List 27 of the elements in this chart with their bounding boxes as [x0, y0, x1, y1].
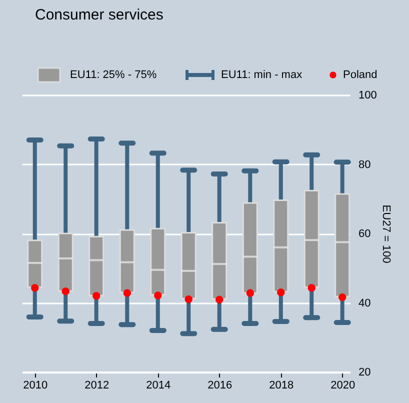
point	[246, 289, 254, 297]
x-tick-label: 2016	[208, 380, 232, 392]
point	[277, 288, 285, 296]
point	[338, 293, 346, 302]
y-tick-label: 20	[358, 366, 371, 378]
x-tick-label: 2014	[146, 380, 171, 392]
text: EU11: min - max	[221, 69, 303, 81]
legend-label: Poland	[343, 69, 378, 81]
y-tick-label: 80	[358, 158, 371, 171]
point	[308, 284, 316, 292]
x-tick-label: 2012	[84, 380, 110, 392]
point	[123, 289, 132, 297]
y-tick-label: 100	[358, 90, 377, 102]
x-tick-label: 2018	[269, 380, 294, 392]
x-tick-label: 2010	[23, 380, 48, 392]
point	[215, 296, 224, 304]
legend-label: EU11: 25% - 75%	[70, 69, 157, 81]
point	[62, 287, 70, 296]
point	[154, 292, 162, 300]
point	[31, 284, 39, 292]
point	[92, 292, 100, 300]
y-axis-title: EU27 = 100	[380, 204, 392, 264]
point	[184, 295, 192, 304]
x-tick-label: 2020	[330, 380, 356, 392]
y-tick-label: 40	[358, 297, 371, 310]
y-tick-label: 60	[358, 228, 371, 240]
chart-title: Consumer services	[35, 6, 164, 24]
